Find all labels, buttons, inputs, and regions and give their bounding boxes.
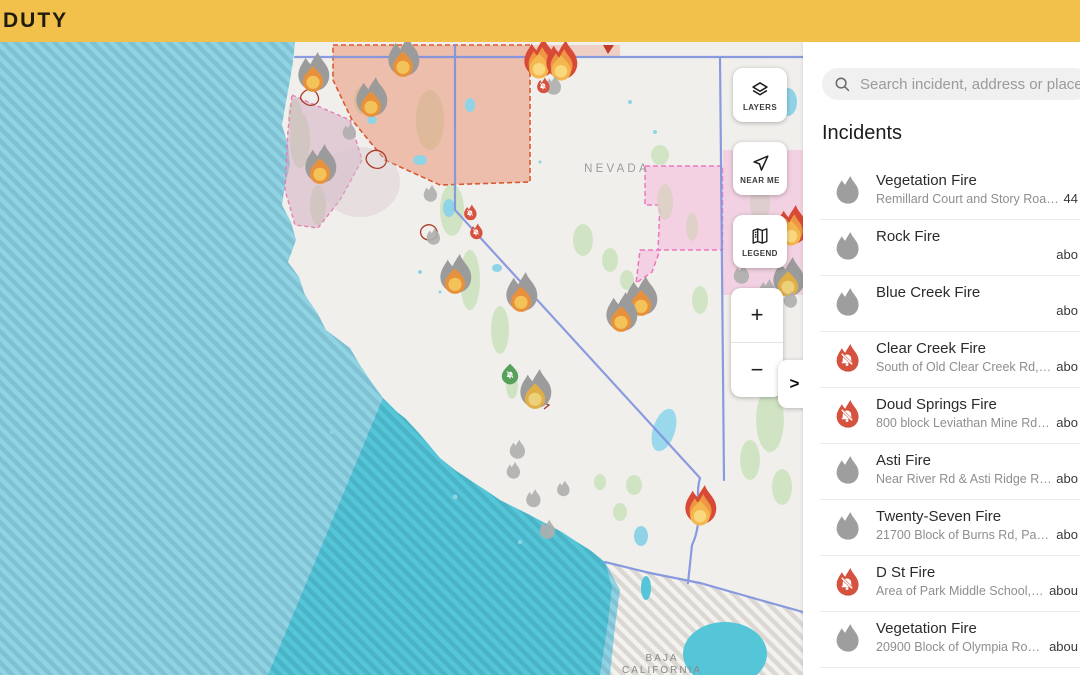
fire-icon (830, 622, 864, 658)
chevron-right-icon: > (789, 374, 800, 393)
incidents-heading: Incidents (822, 122, 903, 144)
muted-fire-icon (830, 398, 864, 434)
layers-icon (752, 81, 768, 95)
search-icon (835, 77, 850, 92)
map-canvas[interactable]: NEVADA BAJA CALIFORNIA LAYERS NEAR ME (0, 42, 803, 675)
incident-name: Blue Creek Fire (876, 284, 981, 301)
incident-time: abo (1056, 303, 1078, 318)
water-blob (641, 576, 651, 600)
fire-icon (830, 230, 864, 266)
incident-list-item[interactable]: Asti Fire Near River Rd & Asti Ridge R… … (803, 444, 1080, 500)
incident-location: Near River Rd & Asti Ridge R… (876, 472, 1052, 486)
baja-label-line2: CALIFORNIA (622, 665, 702, 675)
map-regions (284, 44, 803, 295)
near-me-icon (753, 155, 769, 171)
incident-time: abo (1056, 359, 1078, 374)
incident-name: Rock Fire (876, 228, 941, 245)
sidebar-collapse-button[interactable]: > (778, 360, 803, 408)
incident-time: abou (1049, 583, 1078, 598)
incident-time: abo (1056, 527, 1078, 542)
legend-button[interactable]: LEGEND (733, 215, 787, 268)
incident-list-item[interactable]: D St Fire Area of Park Middle School,… a… (803, 556, 1080, 612)
incident-location: 21700 Block of Burns Rd, Pa… (876, 528, 1050, 542)
incident-location: Area of Park Middle School,… (876, 584, 1044, 598)
incident-name: Clear Creek Fire (876, 340, 987, 357)
incident-time: 44 (1063, 191, 1078, 206)
near-me-button[interactable]: NEAR ME (733, 142, 787, 195)
layers-label: LAYERS (742, 102, 778, 112)
brand-logo: DUTY (3, 9, 69, 32)
incident-name: Vegetation Fire (876, 620, 977, 637)
search-box[interactable] (822, 68, 1080, 100)
incident-location: Remillard Court and Story Roa… (876, 192, 1059, 206)
zoom-divider (731, 342, 783, 343)
incidents-sidebar: Incidents Vegetation Fire Remillard Cour… (803, 42, 1080, 675)
incident-location: 800 block Leviathan Mine Rd… (876, 416, 1050, 430)
incident-location: 20900 Block of Olympia Ro… (876, 640, 1040, 654)
incident-name: Vegetation Fire (876, 172, 977, 189)
zoom-in-button[interactable]: + (750, 302, 764, 327)
incident-time: abou (1049, 639, 1078, 654)
incident-time: abo (1056, 415, 1078, 430)
incident-time: abo (1056, 247, 1078, 262)
incident-name: D St Fire (876, 564, 936, 581)
layers-button[interactable]: LAYERS (733, 68, 787, 122)
incident-name: Asti Fire (876, 452, 932, 469)
fire-icon (830, 286, 864, 322)
incident-location: South of Old Clear Creek Rd,… (876, 360, 1052, 374)
fire-icon (830, 510, 864, 546)
near-me-label: NEAR ME (740, 176, 780, 185)
incident-list-item[interactable]: Vegetation Fire Remillard Court and Stor… (803, 164, 1080, 220)
search-input[interactable] (858, 74, 1080, 94)
legend-label: LEGEND (742, 249, 778, 258)
incident-list-item[interactable]: Blue Creek Fire abo (803, 276, 1080, 332)
nevada-label: NEVADA (584, 163, 650, 175)
gulf-water (683, 622, 767, 675)
muted-fire-icon (830, 566, 864, 602)
top-banner: DUTY (0, 0, 1080, 42)
incident-list: Vegetation Fire Remillard Court and Stor… (803, 164, 1080, 668)
fire-icon (830, 174, 864, 210)
incident-list-item[interactable]: Twenty-Seven Fire 21700 Block of Burns R… (803, 500, 1080, 556)
baja-label-line1: BAJA (645, 653, 678, 664)
incident-list-item[interactable]: Rock Fire abo (803, 220, 1080, 276)
incident-list-item[interactable]: Clear Creek Fire South of Old Clear Cree… (803, 332, 1080, 388)
map-geography: NEVADA BAJA CALIFORNIA (0, 42, 803, 675)
muted-fire-icon (830, 342, 864, 378)
incident-list-item[interactable]: Doud Springs Fire 800 block Leviathan Mi… (803, 388, 1080, 444)
incident-time: abo (1056, 471, 1078, 486)
coastal-water (268, 398, 612, 675)
legend-icon (752, 228, 768, 244)
incident-name: Doud Springs Fire (876, 396, 997, 413)
zoom-out-button[interactable]: − (750, 357, 764, 382)
fire-icon (830, 454, 864, 490)
zoom-controls: + − (731, 288, 783, 397)
incident-list-item[interactable]: Vegetation Fire 20900 Block of Olympia R… (803, 612, 1080, 668)
incident-name: Twenty-Seven Fire (876, 508, 1002, 525)
